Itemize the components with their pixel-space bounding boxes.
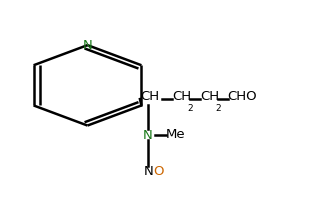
Text: N: N [143,129,153,142]
Text: O: O [153,164,164,178]
Text: N: N [83,39,92,52]
Text: N: N [144,164,154,178]
Text: CH: CH [140,91,159,104]
Text: CH: CH [200,91,219,104]
Text: CH: CH [172,91,191,104]
Text: CHO: CHO [228,91,257,104]
Text: 2: 2 [215,104,221,113]
Text: 2: 2 [188,104,193,113]
Text: Me: Me [166,128,186,141]
